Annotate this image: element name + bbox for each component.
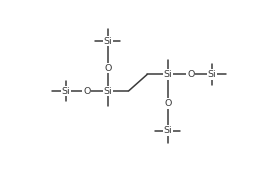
Text: Si: Si [62,87,70,96]
Text: Si: Si [164,126,172,135]
Text: Si: Si [164,70,172,79]
Text: O: O [187,70,194,79]
Text: O: O [164,99,172,108]
Text: Si: Si [103,37,112,46]
Text: Si: Si [207,70,216,79]
Text: Si: Si [103,87,112,96]
Text: O: O [83,87,91,96]
Text: O: O [104,64,111,73]
